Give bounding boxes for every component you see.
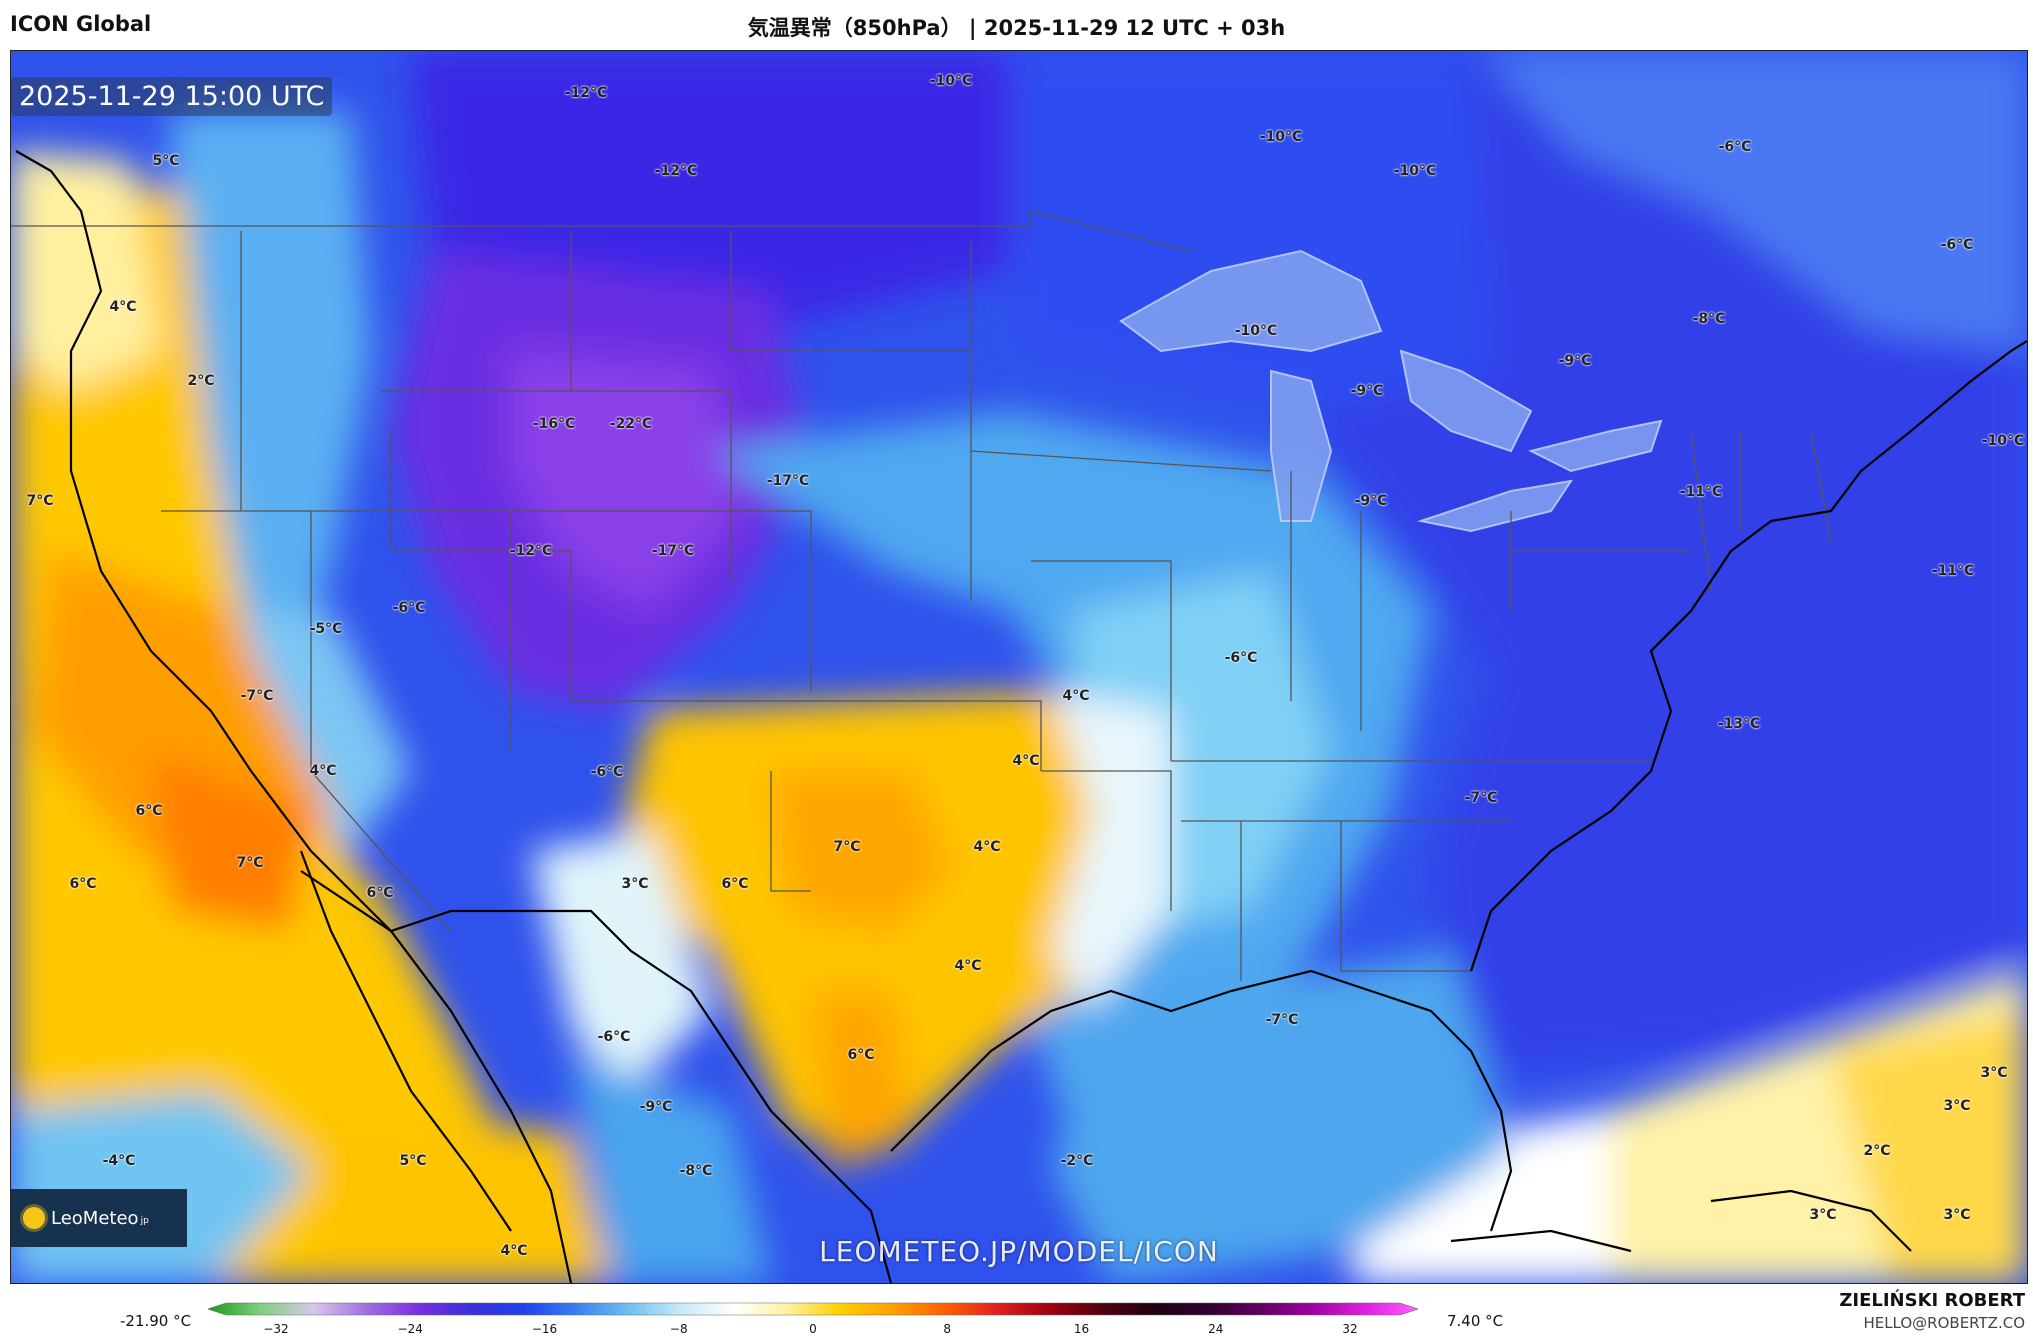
temperature-label: 4°C	[109, 299, 137, 315]
temperature-label: 7°C	[833, 839, 861, 855]
colorbar-min-label: -21.90 °C	[120, 1312, 192, 1330]
leometeo-logo: LeoMeteo jp	[11, 1189, 187, 1247]
colorbar-gradient	[208, 1302, 1418, 1316]
temperature-label: -6°C	[590, 764, 624, 780]
temperature-label: 5°C	[152, 153, 180, 169]
temperature-label: -9°C	[1558, 353, 1592, 369]
colorbar	[208, 1302, 1418, 1316]
temperature-label: 5°C	[399, 1153, 427, 1169]
colorbar-tick-label: 16	[1073, 1322, 1090, 1336]
temperature-label: -5°C	[309, 621, 343, 637]
temperature-label: -17°C	[766, 473, 810, 489]
temperature-label: -10°C	[1981, 433, 2025, 449]
temperature-label: -6°C	[1718, 139, 1752, 155]
temperature-label: -10°C	[1393, 163, 1437, 179]
temperature-label: -6°C	[1940, 237, 1974, 253]
temperature-label: -8°C	[1692, 311, 1726, 327]
temperature-label: -2°C	[1060, 1153, 1094, 1169]
temperature-label: 3°C	[1943, 1207, 1971, 1223]
coastlines	[15, 150, 2027, 1283]
temperature-label: -4°C	[102, 1153, 136, 1169]
temperature-label: -8°C	[679, 1163, 713, 1179]
sun-icon	[23, 1207, 45, 1229]
temperature-label: -7°C	[240, 688, 274, 704]
temperature-label: -22°C	[609, 416, 653, 432]
temperature-label: 4°C	[1012, 753, 1040, 769]
temperature-label: 4°C	[1062, 688, 1090, 704]
temperature-label: -6°C	[392, 600, 426, 616]
temperature-label: -6°C	[1224, 650, 1258, 666]
temperature-label: 4°C	[973, 839, 1001, 855]
colorbar-tick-label: −16	[531, 1322, 558, 1336]
temperature-label: -9°C	[1350, 383, 1384, 399]
temperature-label: -10°C	[1259, 129, 1303, 145]
temperature-label: 4°C	[500, 1243, 528, 1259]
temperature-label: 3°C	[1809, 1207, 1837, 1223]
map-field	[11, 51, 2027, 1283]
map-title: 気温異常（850hPa） | 2025-11-29 12 UTC + 03h	[747, 16, 1286, 40]
model-name: ICON Global	[10, 12, 152, 36]
temperature-label: -9°C	[639, 1099, 673, 1115]
temperature-label: -12°C	[564, 85, 608, 101]
temperature-label: 7°C	[26, 493, 54, 509]
temperature-label: -10°C	[1234, 323, 1278, 339]
colorbar-tick-label: 8	[943, 1322, 952, 1336]
colorbar-tick-label: −8	[669, 1322, 688, 1336]
temperature-label: 4°C	[309, 763, 337, 779]
temperature-label: -9°C	[1354, 493, 1388, 509]
author-email: HELLO@ROBERTZ.CO	[1863, 1314, 2025, 1332]
colorbar-tick-label: −24	[397, 1322, 423, 1336]
temperature-label: 2°C	[187, 373, 215, 389]
temperature-label: 6°C	[847, 1047, 875, 1063]
temperature-label: 2°C	[1863, 1143, 1891, 1159]
temperature-label: -12°C	[654, 163, 698, 179]
logo-suffix: jp	[140, 1216, 149, 1226]
temperature-label: 3°C	[1943, 1098, 1971, 1114]
state-borders	[11, 210, 1832, 981]
temperature-label: 3°C	[1980, 1065, 2008, 1081]
temperature-anomaly-map: 2025-11-29 15:00 UTC -12°C -12°C -10°C -…	[10, 50, 2028, 1284]
temperature-label: 3°C	[621, 876, 649, 892]
great-lakes	[1119, 249, 1663, 533]
temperature-label: -17°C	[651, 543, 695, 559]
temperature-label: -12°C	[509, 543, 553, 559]
temperature-label: 7°C	[236, 855, 264, 871]
colorbar-max-label: 7.40 °C	[1447, 1312, 1504, 1330]
temperature-label: 6°C	[366, 885, 394, 901]
logo-text: LeoMeteo	[51, 1207, 139, 1229]
temperature-label: 4°C	[954, 958, 982, 974]
watermark-url: LEOMETEO.JP/MODEL/ICON	[819, 1235, 1219, 1268]
temperature-label: -11°C	[1931, 563, 1975, 579]
temperature-label: 6°C	[721, 876, 749, 892]
temperature-label: -10°C	[929, 73, 973, 89]
temperature-label: -13°C	[1717, 716, 1761, 732]
valid-time-badge: 2025-11-29 15:00 UTC	[11, 77, 333, 116]
colorbar-tick-label: 24	[1208, 1322, 1224, 1336]
temperature-label: -6°C	[597, 1029, 631, 1045]
temperature-label: -7°C	[1265, 1012, 1299, 1028]
temperature-label: 6°C	[69, 876, 97, 892]
temperature-label: -11°C	[1679, 484, 1723, 500]
author-name: ZIELIŃSKI ROBERT	[1839, 1290, 2025, 1311]
temperature-label: -7°C	[1464, 790, 1498, 806]
temperature-label: -16°C	[532, 416, 576, 432]
colorbar-tick-label: −32	[263, 1322, 289, 1336]
temperature-label: 6°C	[135, 803, 163, 819]
colorbar-tick-label: 0	[809, 1322, 817, 1336]
colorbar-tick-label: 32	[1342, 1322, 1358, 1336]
